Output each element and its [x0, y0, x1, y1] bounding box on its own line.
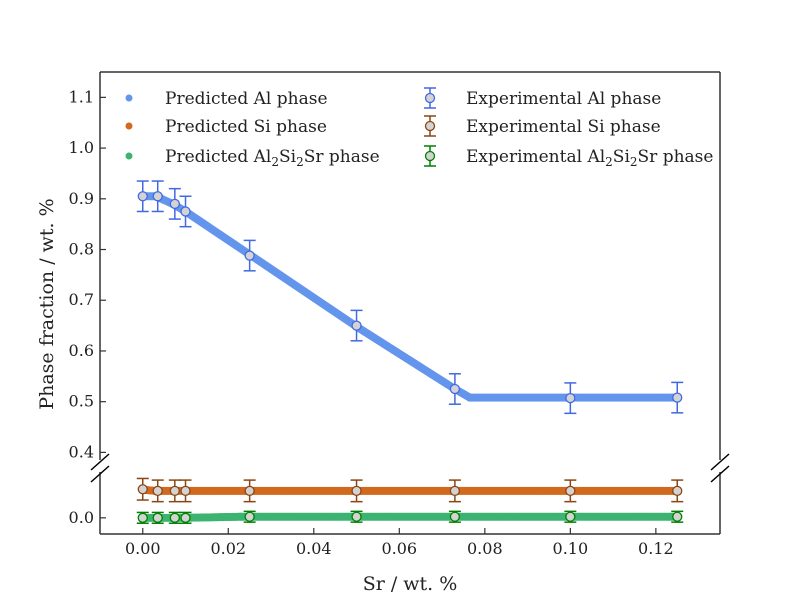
experimental-point: [180, 512, 191, 523]
y-tick-label: 0.6: [69, 341, 94, 360]
legend: Predicted Al phase Predicted Si phase Pred…: [125, 87, 713, 169]
experimental-point: [449, 383, 461, 395]
experimental-point: [169, 512, 180, 523]
experimental-point: [672, 511, 683, 522]
x-axis-label: Sr / wt. %: [363, 573, 458, 595]
y-tick-label: 0.4: [69, 442, 94, 461]
experimental-point: [449, 511, 461, 522]
axis-break-mark-0-a: [90, 453, 110, 471]
axis-break-mark-1-a: [710, 453, 730, 471]
experimental-series-2: [136, 510, 684, 524]
experimental-point: [244, 511, 255, 522]
y-tick-label: 0.5: [69, 392, 94, 411]
legend-experimental-marker: [424, 150, 436, 162]
x-tick-label: 0.02: [210, 539, 246, 558]
y-tick-label: 0.9: [69, 189, 94, 208]
x-tick-label: 0.08: [467, 539, 503, 558]
legend-predicted-marker: [125, 94, 133, 102]
experimental-series-0: [136, 180, 684, 415]
predicted-series-1: [138, 485, 682, 495]
axes-layer: 0.00 0.02 0.04 0.06 0.08 0.10 0.12 0.4 0.5 0.6 0.7…: [36, 71, 730, 595]
experimental-point: [137, 512, 148, 523]
experimental-point: [351, 511, 362, 522]
legend-entry-label: Predicted Si phase: [165, 117, 327, 137]
legend-predicted-marker: [125, 152, 133, 160]
experimental-point: [565, 511, 576, 522]
predicted-series-0: [138, 192, 682, 402]
experimental-point: [565, 485, 576, 497]
experimental-point: [152, 485, 163, 497]
y-tick-label: 0.8: [69, 240, 94, 259]
experimental-series-1: [136, 477, 684, 503]
experimental-point: [152, 191, 163, 202]
x-tick-label: 0.04: [296, 539, 332, 558]
x-tick-label: 0.12: [638, 539, 674, 558]
legend-entry-label: Predicted Al2Si2Sr phase: [165, 147, 380, 169]
experimental-point: [244, 485, 255, 497]
axis-break-mark-0-b: [90, 465, 110, 483]
y-tick-label: 0.0: [69, 508, 94, 527]
predicted-series-2: [138, 512, 682, 522]
y-tick-label: 1.1: [69, 87, 94, 106]
legend-predicted-marker: [125, 122, 133, 130]
legend-entry-label: Experimental Al phase: [466, 89, 661, 109]
experimental-point: [137, 484, 148, 495]
experimental-point: [137, 191, 148, 202]
experimental-point: [351, 485, 362, 497]
experimental-point: [449, 485, 461, 497]
experimental-point: [351, 320, 362, 331]
y-tick-label: 0.7: [69, 290, 94, 309]
x-tick-label: 0.06: [381, 539, 417, 558]
legend-experimental-marker: [424, 120, 436, 132]
legend-entry-label: Experimental Si phase: [466, 117, 661, 137]
predicted-series-layer: [138, 192, 682, 522]
experimental-point: [672, 392, 683, 403]
experimental-point: [169, 485, 180, 497]
x-tick-label: 0.00: [125, 539, 161, 558]
legend-entry-label: Predicted Al phase: [165, 89, 328, 109]
legend-entry-label: Experimental Al2Si2Sr phase: [466, 147, 713, 169]
experimental-point: [152, 512, 163, 523]
experimental-point: [565, 392, 576, 404]
x-tick-label: 0.10: [553, 539, 589, 558]
experimental-point: [169, 198, 180, 210]
y-axis-label: Phase fraction / wt. %: [36, 198, 58, 409]
experimental-point: [244, 250, 255, 261]
axis-break-mark-1-b: [710, 465, 730, 483]
experimental-point: [672, 485, 683, 497]
legend-experimental-marker: [424, 92, 436, 104]
y-tick-label: 1.0: [69, 138, 94, 157]
experimental-point: [180, 485, 191, 497]
experimental-series-layer: [136, 180, 684, 524]
experimental-point: [180, 206, 191, 217]
